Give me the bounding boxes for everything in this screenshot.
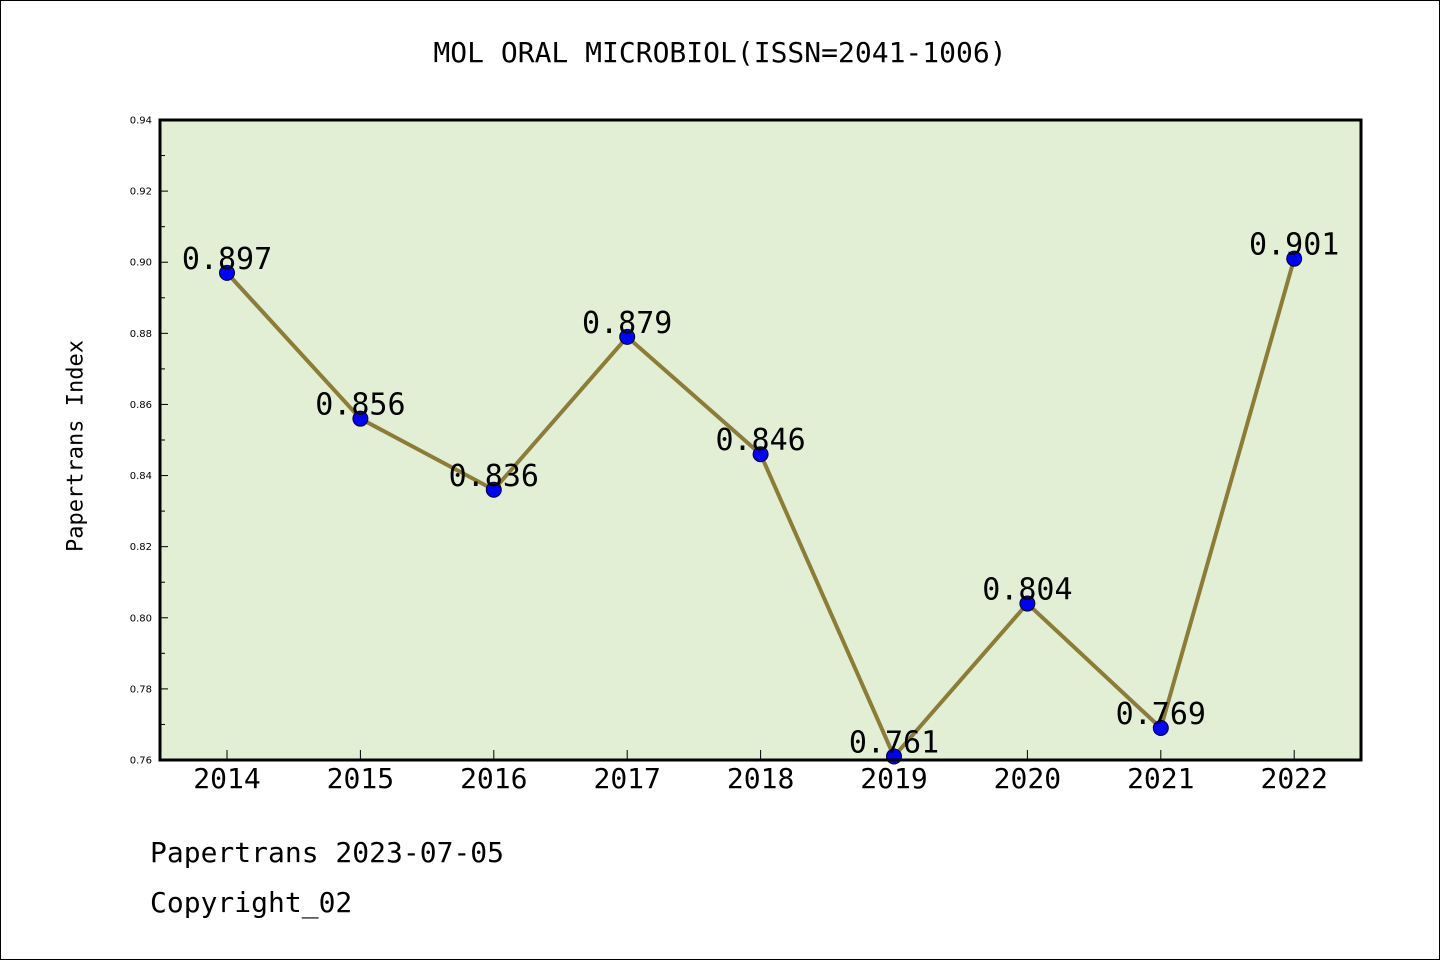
data-label: 0.897 <box>182 242 272 277</box>
x-tick-label: 2017 <box>593 762 660 795</box>
footer-copyright: Copyright_02 <box>150 886 353 919</box>
data-point <box>219 264 235 281</box>
data-label: 0.769 <box>1116 697 1206 732</box>
data-point <box>1019 595 1036 612</box>
chart-title: MOL ORAL MICROBIOL(ISSN=2041-1006) <box>433 36 1007 69</box>
x-tick-label: 2022 <box>1260 762 1327 795</box>
data-point <box>485 481 502 498</box>
data-point <box>752 446 769 463</box>
y-tick-label: 0.88 <box>130 329 152 340</box>
data-point <box>619 328 636 345</box>
x-tick-label: 2016 <box>460 762 527 795</box>
data-label: 0.761 <box>849 725 939 760</box>
data-label: 0.836 <box>449 459 539 494</box>
data-label: 0.804 <box>982 573 1072 608</box>
data-label: 0.856 <box>315 388 405 423</box>
y-tick-label: 0.78 <box>130 684 152 695</box>
data-point <box>1152 720 1169 736</box>
x-tick-label: 2015 <box>327 762 394 795</box>
footer-date: Papertrans 2023-07-05 <box>150 836 505 869</box>
data-point <box>1286 250 1303 267</box>
y-tick-label: 0.94 <box>130 116 152 127</box>
data-label: 0.901 <box>1249 228 1339 263</box>
data-labels: 0.897 0.856 0.836 0.879 0.846 0.761 0.804 0.769… <box>182 228 1340 761</box>
y-tick-label: 0.86 <box>130 400 152 411</box>
plot-area <box>160 120 1361 760</box>
y-tick-label: 0.76 <box>130 756 152 767</box>
data-label: 0.879 <box>582 306 672 341</box>
x-tick-label: 2014 <box>193 762 260 795</box>
x-tick-label: 2018 <box>727 762 794 795</box>
plot-border <box>158 118 1363 762</box>
x-tick-label: 2020 <box>994 762 1061 795</box>
x-tick-label: 2021 <box>1127 762 1194 795</box>
data-point <box>352 410 369 427</box>
x-axis-ticks: 2014 2015 2016 2017 2018 2019 2020 2021 2022 <box>193 750 1328 795</box>
y-tick-label: 0.84 <box>130 471 152 482</box>
y-tick-label: 0.90 <box>130 258 152 269</box>
y-tick-label: 0.80 <box>130 613 152 624</box>
y-axis-label: Papertrans Index <box>63 340 89 552</box>
x-tick-label: 2019 <box>860 762 927 795</box>
y-tick-label: 0.82 <box>130 542 152 553</box>
data-label: 0.846 <box>715 423 805 458</box>
y-tick-label: 0.92 <box>130 187 152 198</box>
y-axis-ticks: 0.76 0.78 0.80 0.82 0.84 0.86 0.88 0.90 0.92 0.94 <box>130 116 168 767</box>
data-points <box>219 250 1303 765</box>
